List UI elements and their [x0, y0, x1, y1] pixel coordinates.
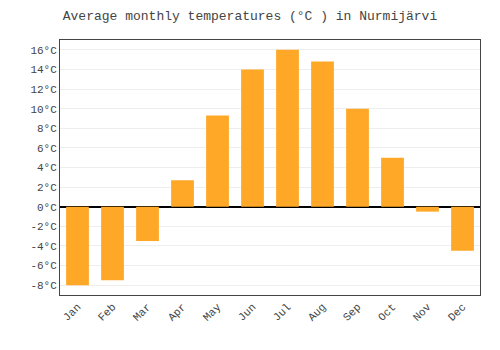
svg-text:-6°C: -6°C: [30, 260, 57, 272]
svg-text:Dec: Dec: [446, 301, 468, 323]
svg-text:0°C: 0°C: [37, 202, 57, 214]
svg-text:Aug: Aug: [306, 301, 328, 323]
svg-text:-8°C: -8°C: [30, 280, 57, 292]
svg-text:6°C: 6°C: [37, 143, 57, 155]
svg-text:Oct: Oct: [376, 301, 398, 323]
svg-text:Feb: Feb: [96, 301, 118, 323]
svg-text:May: May: [201, 301, 224, 324]
svg-text:2°C: 2°C: [37, 182, 57, 194]
svg-text:-2°C: -2°C: [30, 221, 57, 233]
svg-text:16°C: 16°C: [30, 45, 57, 57]
svg-text:Sep: Sep: [341, 301, 363, 323]
svg-text:8°C: 8°C: [37, 123, 57, 135]
svg-text:Jun: Jun: [236, 301, 258, 323]
svg-text:-4°C: -4°C: [30, 241, 57, 253]
svg-text:Average monthly temperatures (: Average monthly temperatures (°C ) in Nu…: [63, 9, 438, 24]
svg-text:Jul: Jul: [271, 301, 293, 323]
svg-text:Mar: Mar: [131, 301, 153, 323]
svg-text:Jan: Jan: [61, 301, 83, 323]
svg-text:12°C: 12°C: [30, 84, 57, 96]
svg-text:Nov: Nov: [411, 301, 434, 324]
svg-text:Apr: Apr: [166, 301, 188, 323]
svg-text:4°C: 4°C: [37, 162, 57, 174]
svg-text:10°C: 10°C: [30, 104, 57, 116]
svg-text:14°C: 14°C: [30, 64, 57, 76]
